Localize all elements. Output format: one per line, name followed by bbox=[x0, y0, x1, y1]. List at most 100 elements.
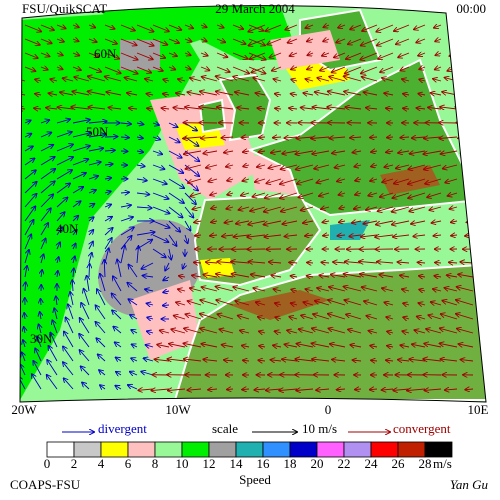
wind-vector bbox=[330, 137, 346, 138]
wind-vector bbox=[56, 53, 63, 55]
wind-vector bbox=[249, 38, 266, 46]
wind-vector bbox=[456, 300, 474, 306]
wind-vector bbox=[88, 66, 101, 72]
wind-vector bbox=[171, 329, 186, 334]
lon-label: 20W bbox=[11, 402, 37, 417]
wind-vector bbox=[400, 67, 410, 70]
colorbar-unit: m/s bbox=[433, 456, 452, 471]
wind-vector bbox=[24, 234, 31, 250]
wind-vector bbox=[384, 93, 394, 95]
wind-vector bbox=[455, 107, 474, 109]
wind-vector bbox=[227, 389, 234, 390]
wind-vector bbox=[362, 287, 378, 292]
wind-vector bbox=[275, 331, 282, 333]
wind-vector bbox=[291, 79, 298, 81]
wind-vector bbox=[392, 220, 410, 225]
wind-vector bbox=[104, 191, 111, 193]
wind-vector bbox=[451, 39, 458, 41]
wind-vector bbox=[280, 192, 298, 198]
colorbar-label: 26 bbox=[392, 456, 406, 471]
wind-vector bbox=[435, 67, 442, 69]
colorbar-label: 22 bbox=[338, 456, 351, 471]
wind-vector bbox=[232, 52, 248, 59]
colorbar-box bbox=[262, 441, 291, 458]
wind-vector bbox=[72, 39, 79, 41]
wind-vector bbox=[151, 389, 170, 391]
wind-vector bbox=[40, 67, 48, 70]
wind-vector bbox=[243, 151, 250, 152]
wind-vector bbox=[184, 53, 191, 55]
wind-vector bbox=[136, 137, 143, 138]
wind-vector bbox=[307, 276, 314, 277]
wind-vector bbox=[216, 91, 234, 96]
wind-vector bbox=[345, 66, 362, 74]
wind-vector bbox=[371, 165, 378, 167]
wind-vector bbox=[339, 207, 346, 209]
wind-vector bbox=[24, 220, 34, 236]
wind-vector bbox=[89, 217, 94, 221]
wind-vector bbox=[136, 151, 143, 152]
wind-vector bbox=[443, 164, 458, 169]
wind-vector bbox=[40, 120, 49, 123]
wind-vector bbox=[72, 25, 79, 27]
wind-vector bbox=[275, 94, 282, 95]
wind-vector bbox=[73, 256, 75, 264]
wind-vector bbox=[332, 151, 346, 153]
wind-vector bbox=[267, 38, 282, 45]
wind-vector bbox=[305, 289, 314, 291]
wind-vector bbox=[40, 53, 49, 56]
wind-vector bbox=[72, 53, 79, 56]
wind-vector bbox=[317, 178, 330, 183]
wind-vector bbox=[104, 204, 111, 207]
wind-vector bbox=[96, 305, 106, 320]
wind-vector bbox=[271, 151, 282, 153]
wind-vector bbox=[451, 235, 458, 236]
wind-vector bbox=[355, 389, 362, 390]
lat-label: 60N bbox=[94, 46, 117, 61]
wind-vector bbox=[424, 164, 442, 169]
wind-vector bbox=[40, 169, 55, 180]
wind-vector bbox=[362, 24, 378, 31]
wind-vector bbox=[447, 275, 458, 277]
wind-vector bbox=[210, 193, 218, 195]
wind-vector bbox=[184, 220, 191, 230]
wind-vector bbox=[275, 303, 282, 305]
wind-vector bbox=[393, 235, 410, 237]
wind-vector bbox=[332, 359, 346, 361]
wind-vector bbox=[168, 122, 178, 127]
wind-vector bbox=[344, 274, 362, 278]
colorbar-box bbox=[208, 441, 237, 458]
wind-vector bbox=[40, 208, 51, 222]
wind-vector bbox=[120, 38, 137, 45]
wind-vector bbox=[285, 344, 298, 347]
wind-vector bbox=[272, 67, 282, 71]
wind-vector bbox=[73, 244, 76, 250]
wind-vector bbox=[259, 346, 266, 347]
wind-vector bbox=[162, 108, 170, 109]
wind-vector bbox=[184, 192, 196, 204]
wind-vector bbox=[211, 221, 218, 222]
wind-vector bbox=[264, 220, 282, 225]
wind-vector bbox=[120, 123, 131, 124]
wind-vector bbox=[72, 67, 81, 70]
wind-vector bbox=[291, 67, 298, 69]
wind-vector bbox=[265, 192, 282, 198]
wind-vector bbox=[176, 93, 186, 95]
wind-vector bbox=[88, 148, 103, 151]
wind-vector bbox=[168, 178, 184, 188]
wind-vector bbox=[40, 194, 53, 208]
wind-vector bbox=[265, 24, 282, 31]
wind-vector bbox=[451, 221, 458, 222]
wind-vector bbox=[48, 346, 58, 362]
wind-vector bbox=[147, 108, 154, 109]
wind-vector bbox=[188, 301, 202, 306]
wind-vector bbox=[264, 206, 282, 212]
wind-vector bbox=[147, 317, 154, 319]
wind-vector bbox=[394, 178, 410, 184]
wind-vector bbox=[403, 108, 410, 109]
wind-vector bbox=[163, 277, 170, 280]
footer-right: Yan Gu bbox=[450, 477, 489, 492]
wind-vector bbox=[157, 345, 170, 347]
wind-vector bbox=[411, 221, 426, 224]
wind-vector bbox=[211, 207, 218, 209]
